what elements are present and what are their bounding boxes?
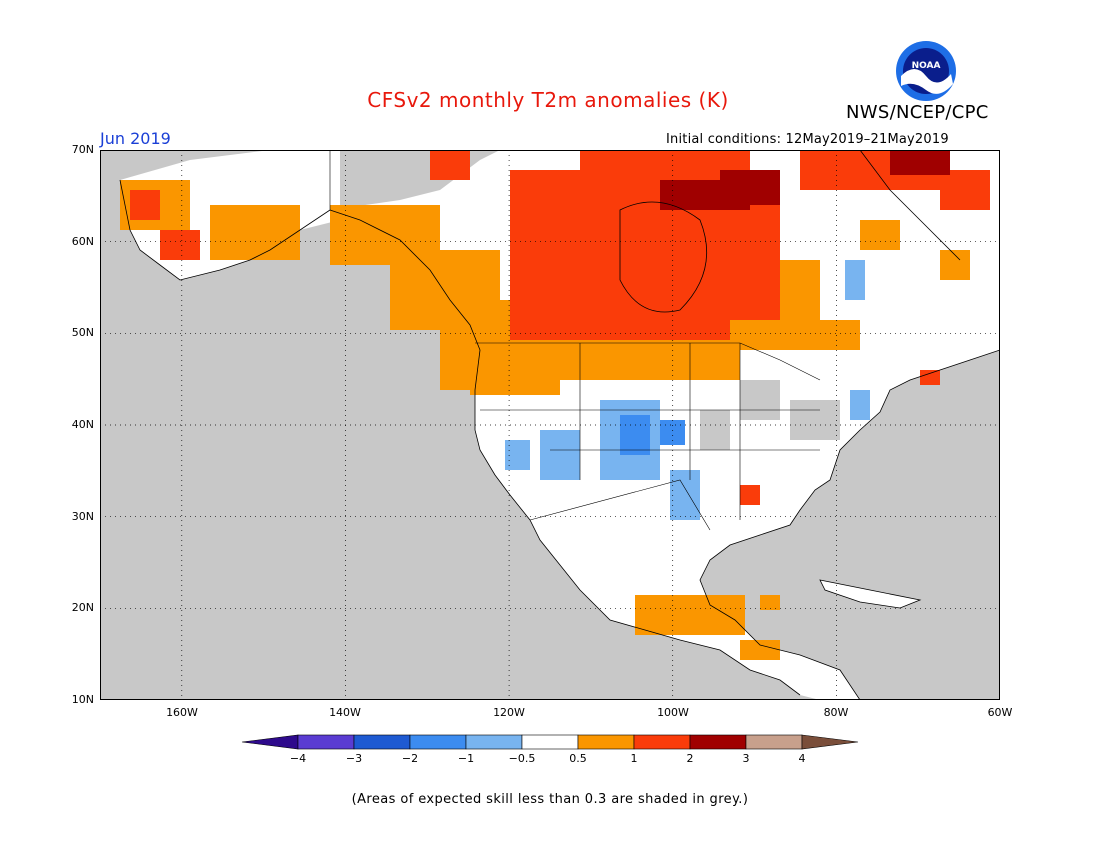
legend-tick-label: −0.5	[508, 752, 536, 765]
legend-tick-label: −2	[401, 752, 419, 765]
legend-tick-label: 1	[630, 752, 638, 765]
legend-swatch	[521, 734, 579, 750]
legend-swatch	[241, 734, 299, 750]
skill-footnote: (Areas of expected skill less than 0.3 a…	[351, 792, 749, 807]
legend-tick-label: 3	[742, 752, 750, 765]
lat-label: 60N	[71, 235, 94, 248]
agency-label: NWS/NCEP/CPC	[846, 102, 989, 123]
landmass-cuba	[820, 580, 920, 608]
legend-tick-label: 2	[686, 752, 694, 765]
legend-swatch	[577, 734, 635, 750]
lat-label: 10N	[71, 693, 94, 706]
legend-tick-label: 4	[798, 752, 806, 765]
legend-tick-label: −1	[457, 752, 475, 765]
forecast-month: Jun 2019	[100, 129, 171, 148]
svg-text:NOAA: NOAA	[912, 61, 941, 71]
lat-label: 30N	[71, 510, 94, 523]
noaa-logo: NOAA	[895, 40, 957, 102]
legend-swatch	[465, 734, 523, 750]
legend-swatch	[745, 734, 803, 750]
lon-label: 120W	[493, 706, 525, 719]
lat-label: 40N	[71, 418, 94, 431]
legend-swatch	[353, 734, 411, 750]
legend-swatch	[801, 734, 859, 750]
legend-swatch	[633, 734, 691, 750]
lon-label: 80W	[823, 706, 849, 719]
legend-swatch	[297, 734, 355, 750]
lat-label: 50N	[71, 326, 94, 339]
color-legend	[241, 734, 859, 750]
legend-tick-label: 0.5	[569, 752, 587, 765]
anomaly-map	[100, 150, 1000, 700]
map-title: CFSv2 monthly T2m anomalies (K)	[367, 88, 729, 112]
lon-label: 140W	[329, 706, 361, 719]
legend-tick-label: −4	[289, 752, 307, 765]
legend-swatch	[689, 734, 747, 750]
legend-tick-label: −3	[345, 752, 363, 765]
legend-swatch	[409, 734, 467, 750]
lat-label: 70N	[71, 143, 94, 156]
lon-label: 160W	[166, 706, 198, 719]
lon-label: 60W	[987, 706, 1013, 719]
lat-label: 20N	[71, 601, 94, 614]
initial-conditions: Initial conditions: 12May2019–21May2019	[666, 132, 949, 147]
lon-label: 100W	[657, 706, 689, 719]
